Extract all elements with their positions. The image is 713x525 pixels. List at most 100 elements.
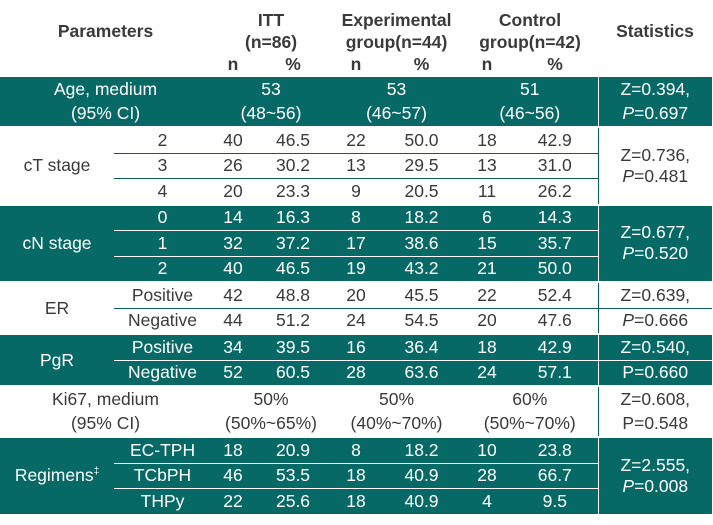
age-p: P=0.697 [597, 101, 713, 127]
cell: 18 [331, 488, 382, 514]
header-itt-count: n [211, 53, 256, 77]
ct-section: cT stage 2 40 46.5 22 50.0 18 42.9 Z=0.7… [0, 126, 713, 205]
header-parameters: Parameters [57, 20, 154, 41]
cell: 20 [211, 178, 256, 205]
age-itt-median: 53 [211, 75, 332, 102]
cell: 44 [211, 307, 256, 334]
cell: 42.9 [512, 126, 599, 153]
pgr-p: P=0.660 [597, 359, 713, 386]
age-z: Z=0.394, [597, 75, 713, 102]
cell: 26.2 [512, 178, 599, 205]
ki67-ci-label: (95% CI) [0, 411, 212, 437]
cell: 39.5 [255, 333, 332, 360]
cell: 11 [462, 178, 513, 205]
cell: 10 [462, 436, 513, 463]
cell: 16.3 [255, 203, 332, 231]
cell: 4 [462, 488, 513, 514]
cell: 13 [462, 152, 513, 179]
cn-stat: Z=0.677, P=0.520 [597, 203, 713, 282]
cell: 29.5 [381, 152, 463, 179]
ki67-ctrl-ci: (50%~70%) [462, 411, 599, 437]
age-ci-label: (95% CI) [0, 101, 212, 127]
header-itt: ITT [257, 9, 285, 30]
age-exp-median: 53 [331, 75, 463, 102]
age-section: Age, medium 53 53 51 Z=0.394, (95% CI) (… [0, 75, 713, 127]
header-control: Control [498, 9, 562, 30]
cell: 51.2 [255, 307, 332, 334]
header-ctrl-count: n [462, 53, 513, 77]
cn-sub: 1 [114, 230, 212, 256]
cell: 8 [331, 203, 382, 231]
header-itt-percent: % [255, 53, 332, 77]
cell: 16 [331, 333, 382, 360]
baseline-characteristics-table: Parameters ITT Experimental Control Stat… [0, 9, 713, 514]
cell: 20 [462, 307, 513, 334]
ki67-z: Z=0.608, [597, 385, 713, 412]
header-ctrl-percent: % [512, 53, 599, 77]
pgr-label: PgR [0, 333, 114, 386]
cell: 36.4 [381, 333, 463, 360]
pgr-sub: Positive [114, 333, 212, 360]
ki67-itt-median: 50% [211, 385, 332, 412]
ct-sub: 4 [114, 178, 212, 205]
cell: 35.7 [512, 230, 599, 256]
cell: 42.9 [512, 333, 599, 360]
age-ctrl-ci: (46~56) [462, 101, 599, 127]
cn-label: cN stage [0, 203, 114, 282]
cell: 38.6 [381, 230, 463, 256]
ki67-ctrl-median: 60% [462, 385, 599, 412]
ct-sub: 2 [114, 126, 212, 153]
cell: 46.5 [255, 126, 332, 153]
cell: 50.0 [381, 126, 463, 153]
cell: 57.1 [512, 359, 599, 386]
er-section: ER Positive 42 48.8 20 45.5 22 52.4 Z=0.… [0, 281, 713, 334]
cell: 46.5 [255, 255, 332, 282]
cell: 42 [211, 281, 256, 308]
cell: 17 [331, 230, 382, 256]
age-exp-ci: (46~57) [331, 101, 463, 127]
age-ctrl-median: 51 [462, 75, 599, 102]
cell: 14.3 [512, 203, 599, 231]
cell: 9 [331, 178, 382, 205]
cell: 30.2 [255, 152, 332, 179]
cn-sub: 0 [114, 203, 212, 231]
ki67-exp-ci: (40%~70%) [331, 411, 463, 437]
cell: 24 [462, 359, 513, 386]
cell: 28 [331, 359, 382, 386]
regimens-sub: TCbPH [114, 462, 212, 489]
cell: 21 [462, 255, 513, 282]
cell: 22 [211, 488, 256, 514]
cell: 18 [462, 333, 513, 360]
cell: 22 [331, 126, 382, 153]
cell: 50.0 [512, 255, 599, 282]
cell: 63.6 [381, 359, 463, 386]
ki67-exp-median: 50% [331, 385, 463, 412]
cell: 19 [331, 255, 382, 282]
double-dagger-footnote: ‡ [93, 466, 100, 478]
cell: 40 [211, 255, 256, 282]
table-header: Parameters ITT Experimental Control Stat… [0, 9, 713, 77]
cell: 48.8 [255, 281, 332, 308]
cell: 20.5 [381, 178, 463, 205]
cell: 26 [211, 152, 256, 179]
header-exp-percent: % [381, 53, 463, 77]
cell: 23.3 [255, 178, 332, 205]
header-experimental-n: group(n=44) [345, 31, 448, 52]
cell: 25.6 [255, 488, 332, 514]
cell: 53.5 [255, 462, 332, 489]
cell: 52.4 [512, 281, 599, 308]
regimens-stat: Z=2.555, P=0.008 [597, 436, 713, 514]
cell: 20 [331, 281, 382, 308]
er-label: ER [0, 281, 114, 334]
age-itt-ci: (48~56) [211, 101, 332, 127]
pgr-section: PgR Positive 34 39.5 16 36.4 18 42.9 Z=0… [0, 333, 713, 386]
er-p: P=0.666 [597, 307, 713, 334]
cell: 54.5 [381, 307, 463, 334]
cell: 18 [462, 126, 513, 153]
ki67-label: Ki67, medium [0, 385, 212, 412]
cell: 20.9 [255, 436, 332, 463]
header-statistics: Statistics [616, 20, 694, 41]
cell: 31.0 [512, 152, 599, 179]
cell: 18 [211, 436, 256, 463]
ct-label: cT stage [0, 126, 114, 205]
